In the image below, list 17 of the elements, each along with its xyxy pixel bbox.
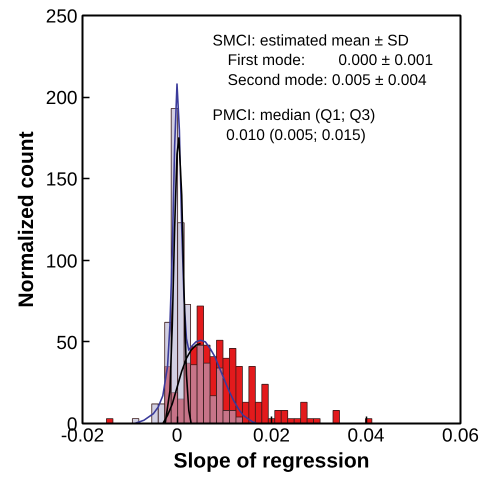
annotation: First mode: xyxy=(228,52,306,70)
y-tick-label: 100 xyxy=(46,251,78,272)
y-tick-label: 50 xyxy=(56,332,78,354)
annotation: 0.010 (0.005; 0.015) xyxy=(226,126,366,144)
annotation: Second mode: 0.005 ± 0.004 xyxy=(228,72,427,89)
x-tick-label: 0 xyxy=(172,426,182,446)
annotation: 0.000 ± 0.001 xyxy=(338,52,434,70)
x-axis-title: Slope of regression xyxy=(173,450,370,472)
x-tick-label: 0.04 xyxy=(348,426,385,446)
x-tick-label: 0.02 xyxy=(253,426,290,446)
y-tick-label: 250 xyxy=(46,6,78,28)
y-tick-label: 150 xyxy=(46,170,78,191)
annotation: PMCI: median (Q1; Q3) xyxy=(212,106,376,124)
x-tick-label: 0.06 xyxy=(442,426,479,446)
y-axis-title: Normalized count xyxy=(14,131,38,308)
annotation: SMCI: estimated mean ± SD xyxy=(212,32,409,50)
y-tick-label: 200 xyxy=(46,88,78,110)
